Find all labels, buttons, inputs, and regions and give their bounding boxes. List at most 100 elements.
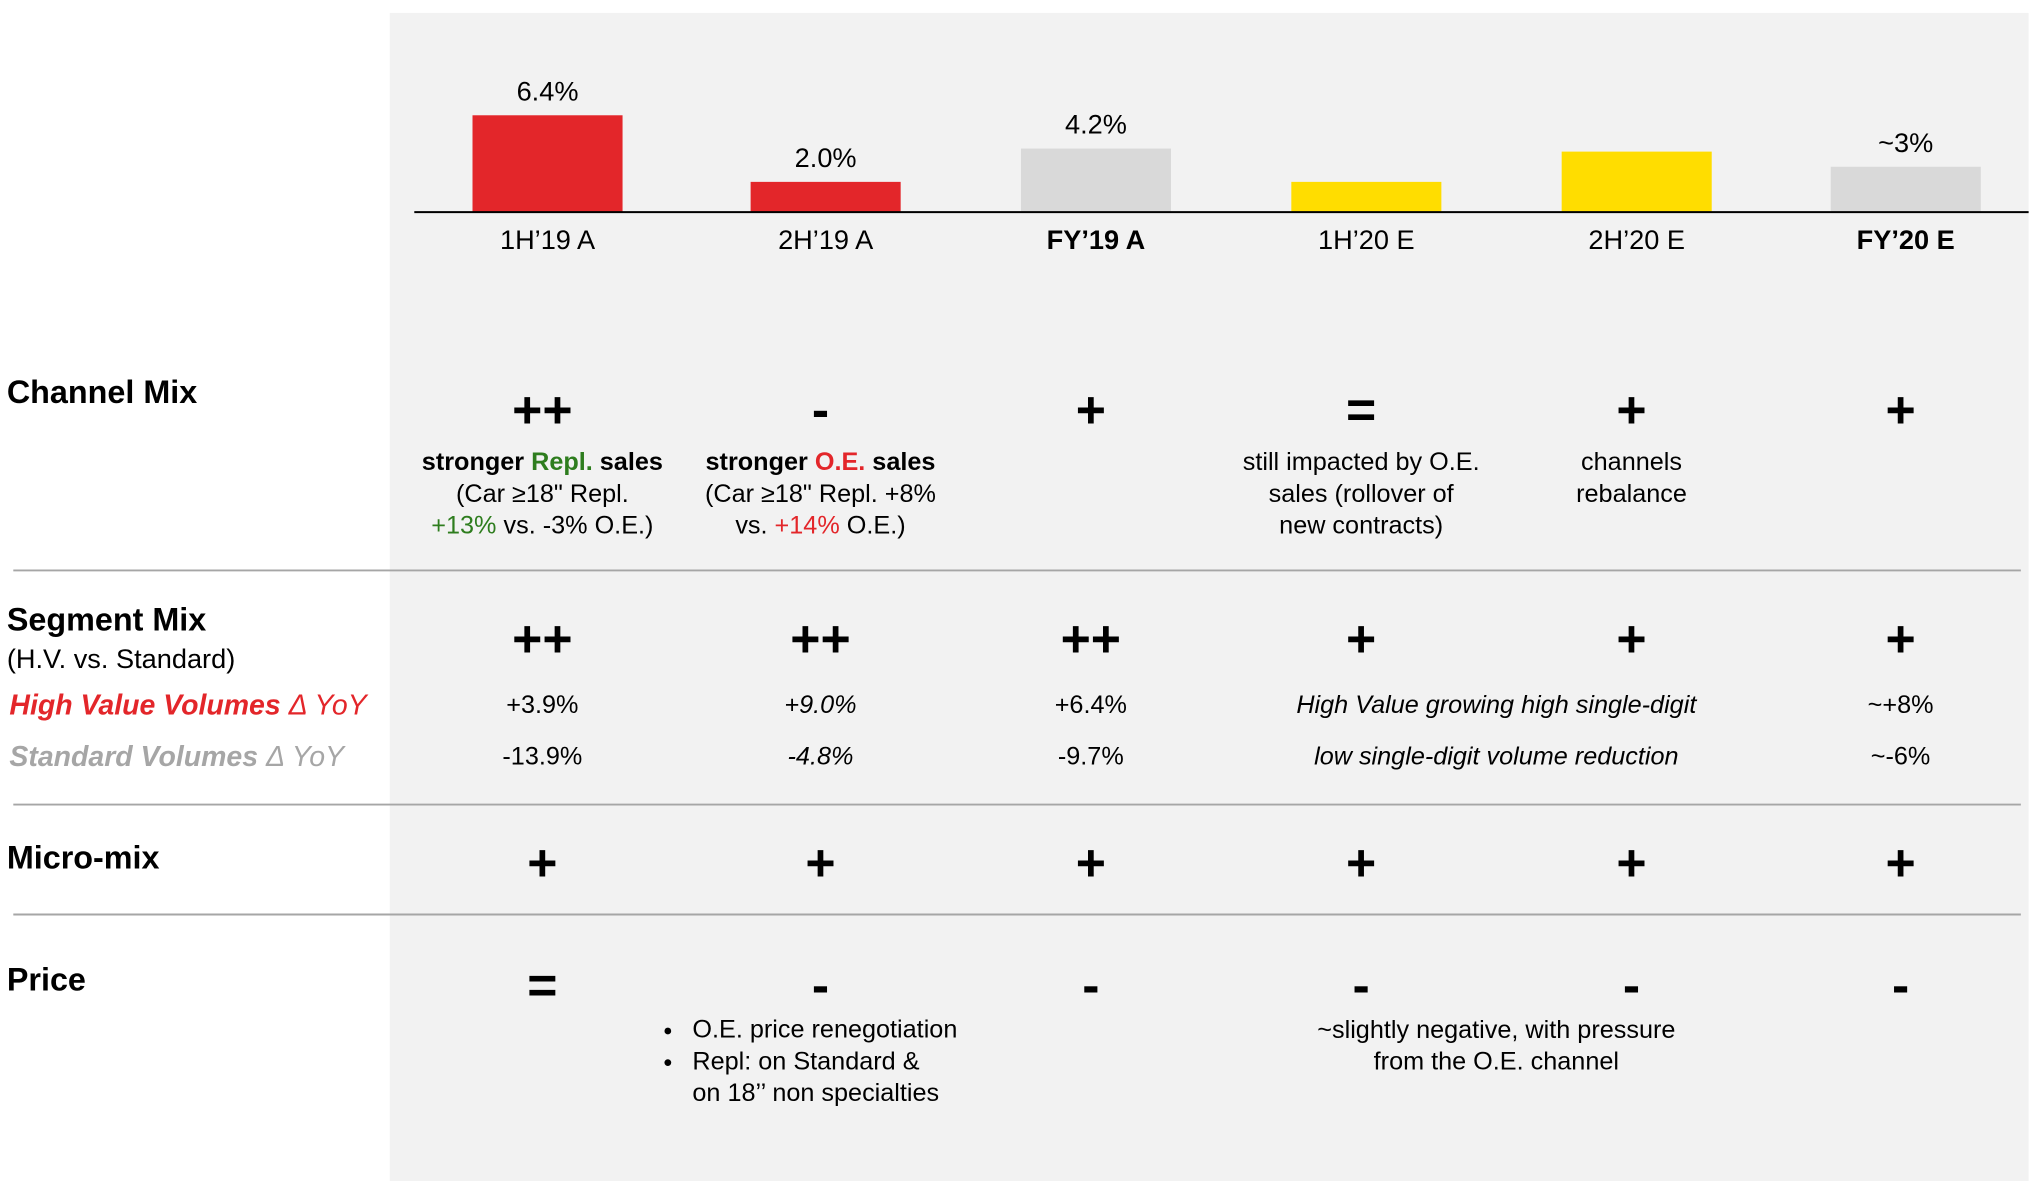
impact-sign: + <box>805 833 835 891</box>
value-label: 2.0% <box>795 142 857 173</box>
metric-cell: -4.8% <box>788 743 854 771</box>
impact-sign: - <box>1082 956 1099 1014</box>
impact-sign: - <box>1623 956 1640 1014</box>
note-line: High Value Volumes Δ YoY <box>9 689 368 721</box>
x-tick-label: 1H’19 A <box>500 224 596 255</box>
note-line: stronger O.E. sales <box>706 448 936 476</box>
text-run: sales (rollover of <box>1269 479 1455 507</box>
metric-cell: -9.7% <box>1058 743 1124 771</box>
text-run: sales <box>865 448 935 476</box>
note-line: stronger Repl. sales <box>422 448 663 476</box>
row-label: Price <box>7 961 86 997</box>
x-tick-label: 2H’19 A <box>778 224 874 255</box>
value-label: 4.2% <box>1065 109 1127 140</box>
impact-sign: + <box>1346 833 1376 891</box>
note-line: still impacted by O.E. <box>1243 448 1480 476</box>
impact-sign: + <box>1076 381 1106 439</box>
note-line: ~slightly negative, with pressure <box>1317 1016 1675 1044</box>
bullet <box>664 1027 672 1035</box>
note-line: +13% vs. -3% O.E.) <box>431 511 653 539</box>
text-run: Standard Volumes <box>9 741 258 773</box>
note-line: new contracts) <box>1279 511 1443 539</box>
impact-sign: ++ <box>512 381 572 439</box>
note-line: channels <box>1581 448 1682 476</box>
impact-sign: - <box>812 956 829 1014</box>
text-run: ~slightly negative, with pressure <box>1317 1016 1675 1044</box>
text-run: Repl. <box>531 448 593 476</box>
impact-sign: - <box>1353 956 1370 1014</box>
note-line: (Car ≥18" Repl. +8% <box>705 479 936 507</box>
note-line: vs. +14% O.E.) <box>735 511 905 539</box>
text-run: +14% <box>775 511 840 539</box>
text-run: vs. <box>735 511 774 539</box>
row-label: Micro-mix <box>7 840 160 876</box>
impact-sign: + <box>1885 381 1915 439</box>
text-run: stronger <box>706 448 815 476</box>
x-tick-label: 2H’20 E <box>1588 224 1685 255</box>
bar <box>1020 148 1172 213</box>
note-line: (Car ≥18" Repl. <box>456 479 629 507</box>
value-label: 6.4% <box>517 75 579 106</box>
text-run: Δ YoY <box>281 689 369 721</box>
note-line: Standard Volumes Δ YoY <box>9 741 346 773</box>
text-run: O.E. <box>815 448 865 476</box>
text-run: High Value Volumes <box>9 689 280 721</box>
impact-sign: + <box>1885 610 1915 668</box>
metric-cell: ~+8% <box>1868 691 1934 719</box>
impact-sign: = <box>527 956 557 1014</box>
text-run: channels <box>1581 448 1682 476</box>
text-run: O.E.) <box>840 511 906 539</box>
panel <box>389 12 2029 1181</box>
bullet-text: Repl: on Standard & <box>692 1047 919 1075</box>
metric-cell: ~-6% <box>1871 743 1931 771</box>
bar <box>750 181 901 213</box>
metric-cell: +9.0% <box>784 691 856 719</box>
text-run: (Car ≥18" Repl. +8% <box>705 479 936 507</box>
impact-sign: - <box>812 381 829 439</box>
metric-cell: +3.9% <box>506 691 578 719</box>
x-tick-label: 1H’20 E <box>1318 224 1415 255</box>
impact-sign: ++ <box>1061 610 1121 668</box>
note-line: sales (rollover of <box>1269 479 1455 507</box>
metric-cell: High Value growing high single-digit <box>1296 691 1697 719</box>
note-line: from the O.E. channel <box>1374 1047 1619 1075</box>
impact-sign: + <box>527 833 557 891</box>
bullet-text: O.E. price renegotiation <box>692 1016 957 1044</box>
bullet <box>664 1059 672 1067</box>
text-run: Δ YoY <box>258 741 346 773</box>
text-run: from the O.E. channel <box>1374 1047 1619 1075</box>
x-tick-label: FY’20 E <box>1857 224 1955 255</box>
impact-sign: + <box>1616 833 1646 891</box>
impact-sign: + <box>1616 381 1646 439</box>
row-sublabel: (H.V. vs. Standard) <box>7 643 235 674</box>
bullet-text: on 18’’ non specialties <box>692 1079 939 1107</box>
row-label: Channel Mix <box>7 374 197 410</box>
metric-cell: low single-digit volume reduction <box>1314 743 1678 771</box>
impact-sign: + <box>1346 610 1376 668</box>
note-line: rebalance <box>1576 479 1687 507</box>
impact-sign: ++ <box>512 610 572 668</box>
x-tick-label: FY’19 A <box>1047 224 1146 255</box>
bar <box>1830 166 1981 213</box>
metric-cell: +6.4% <box>1055 691 1127 719</box>
value-label: ~3% <box>1878 127 1933 158</box>
text-run: still impacted by O.E. <box>1243 448 1480 476</box>
text-run: sales <box>593 448 663 476</box>
bar <box>1291 181 1442 213</box>
text-run: (Car ≥18" Repl. <box>456 479 629 507</box>
text-run: stronger <box>422 448 531 476</box>
bar <box>472 115 623 213</box>
row-label: Segment Mix <box>7 602 206 638</box>
bar <box>1561 151 1712 213</box>
text-run: new contracts) <box>1279 511 1443 539</box>
impact-sign: = <box>1346 381 1376 439</box>
impact-sign: + <box>1885 833 1915 891</box>
impact-sign: + <box>1616 610 1646 668</box>
text-run: +13% <box>431 511 496 539</box>
impact-sign: + <box>1076 833 1106 891</box>
metric-cell: -13.9% <box>502 743 582 771</box>
impact-sign: ++ <box>790 610 850 668</box>
text-run: rebalance <box>1576 479 1687 507</box>
